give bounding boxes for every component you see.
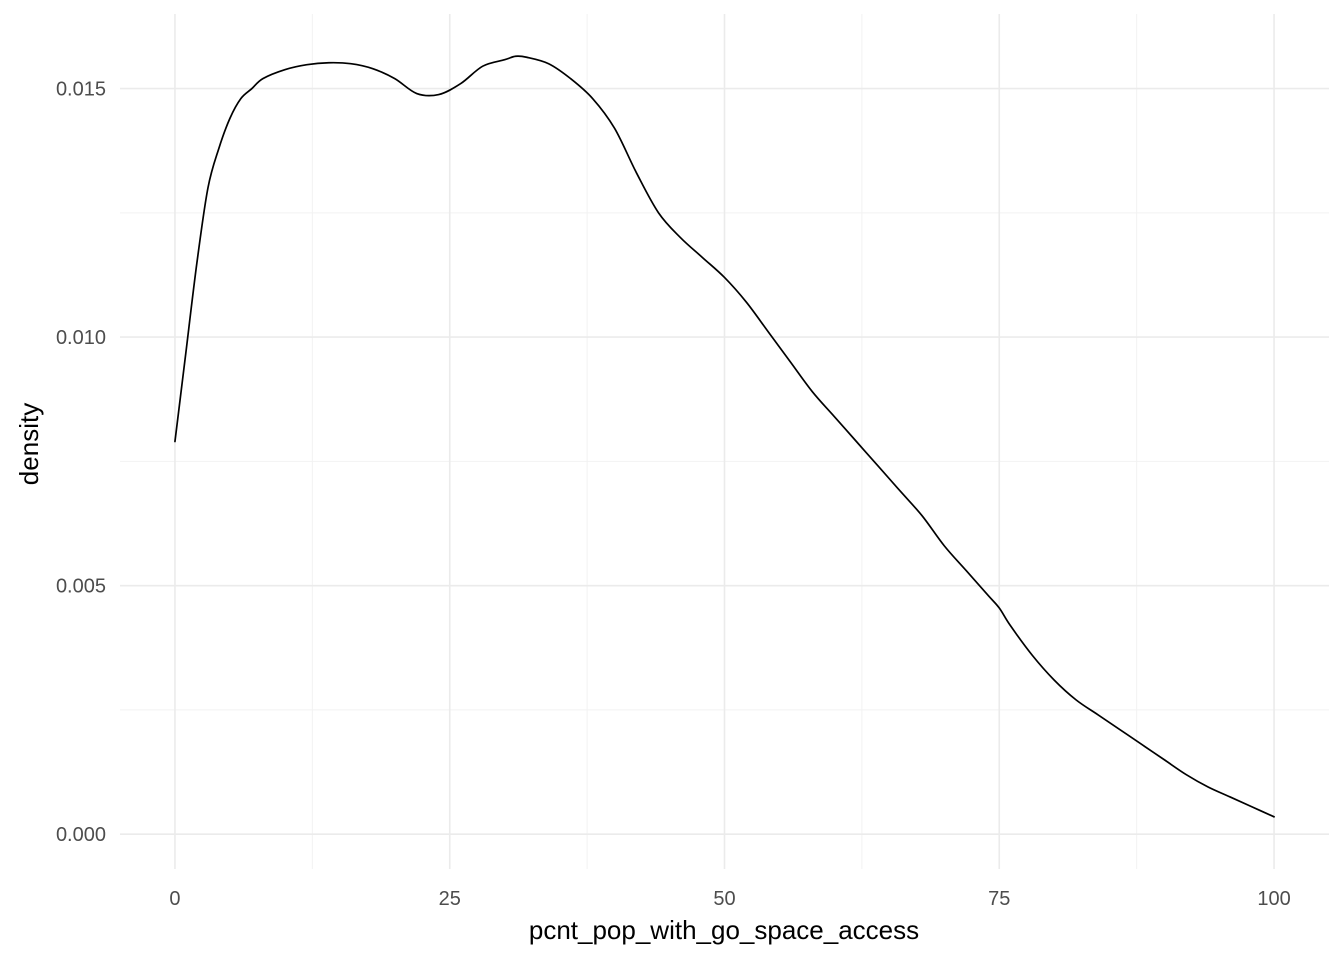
y-tick-label: 0.005 xyxy=(56,576,106,598)
x-tick-label: 25 xyxy=(439,888,461,910)
density-curve xyxy=(174,55,1275,818)
series-layer xyxy=(174,55,1275,818)
y-axis-title: density xyxy=(14,403,44,485)
x-tick-label: 0 xyxy=(169,888,180,910)
x-tick-label: 75 xyxy=(988,888,1010,910)
x-tick-label: 100 xyxy=(1257,888,1290,910)
x-axis-title: pcnt_pop_with_go_space_access xyxy=(529,915,919,945)
x-axis-tick-labels: 0 25 50 75 100 xyxy=(169,888,1290,910)
y-tick-label: 0.010 xyxy=(56,327,106,349)
x-tick-label: 50 xyxy=(713,888,735,910)
y-tick-label: 0.015 xyxy=(56,79,106,101)
major-grid xyxy=(120,14,1329,869)
y-axis-tick-labels: 0.000 0.005 0.010 0.015 xyxy=(56,79,106,847)
y-tick-label: 0.000 xyxy=(56,824,106,846)
